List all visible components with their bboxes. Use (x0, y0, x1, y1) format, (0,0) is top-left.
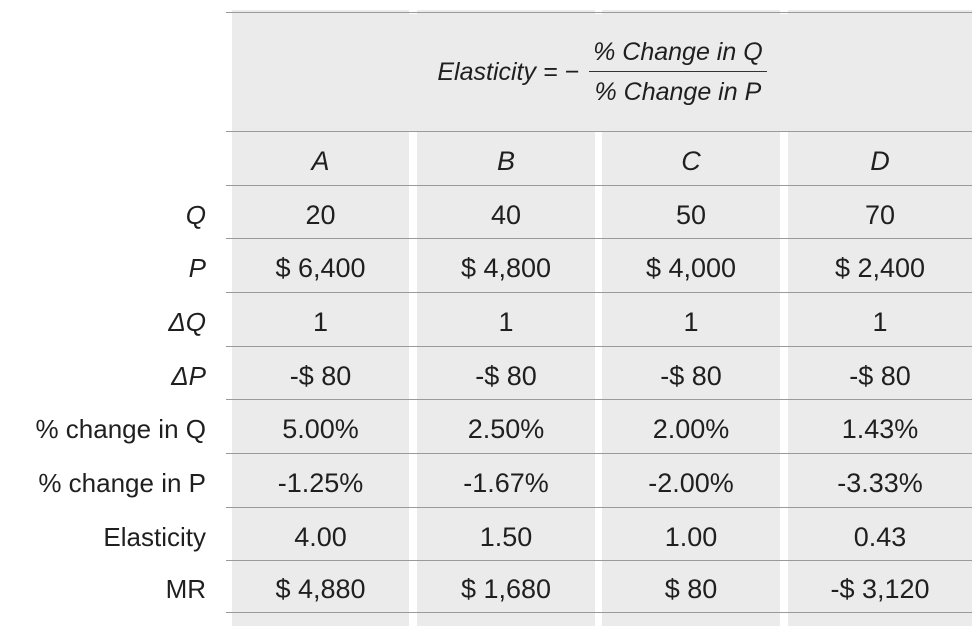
table-cell: -2.00% (648, 468, 734, 498)
table-rule (226, 399, 972, 400)
row-label: ΔP (171, 361, 206, 391)
table-row: ΔP -$ 80 -$ 80 -$ 80 -$ 80 (0, 350, 972, 403)
table-cell: 40 (490, 200, 522, 230)
table-row: Q 20 40 50 70 (0, 189, 972, 242)
column-header: C (681, 146, 701, 176)
table-cell: -$ 80 (849, 361, 911, 391)
table-rule (226, 12, 972, 13)
table-row: MR $ 4,880 $ 1,680 $ 80 -$ 3,120 (0, 563, 972, 616)
table-cell: 1 (498, 307, 514, 337)
table-rule (226, 612, 972, 613)
table-cell: 70 (864, 200, 896, 230)
table-cell: 0.43 (853, 522, 907, 552)
table-cell: $ 4,800 (460, 253, 552, 283)
table-row: P $ 6,400 $ 4,800 $ 4,000 $ 2,400 (0, 242, 972, 295)
table-cell: -$ 80 (660, 361, 722, 391)
formula-numerator: % Change in Q (589, 38, 767, 72)
table-cell: 2.50% (467, 414, 545, 444)
table-row: Elasticity 4.00 1.50 1.00 0.43 (0, 511, 972, 564)
column-header: A (311, 146, 330, 176)
table-rule (226, 292, 972, 293)
row-label: % change in Q (35, 414, 206, 444)
table-cell: $ 4,880 (275, 574, 366, 604)
table-rule (226, 185, 972, 186)
table-cell: 1.43% (841, 414, 919, 444)
elasticity-formula: Elasticity = − % Change in Q % Change in… (232, 14, 972, 131)
table-row: % change in Q 5.00% 2.50% 2.00% 1.43% (0, 403, 972, 456)
table-cell: $ 80 (664, 574, 718, 604)
table-cell: $ 1,680 (460, 574, 552, 604)
table-cell: 5.00% (282, 414, 359, 444)
row-label: ΔQ (168, 307, 206, 337)
formula-lhs: Elasticity = − (437, 58, 580, 86)
table-row: ΔQ 1 1 1 1 (0, 296, 972, 349)
table-cell: 4.00 (294, 522, 347, 552)
column-header-row: A B C D (0, 135, 972, 188)
row-label: Elasticity (103, 522, 206, 552)
table-rule (226, 507, 972, 508)
formula-fraction: % Change in Q % Change in P (589, 38, 767, 107)
table-cell: -$ 3,120 (830, 574, 930, 604)
table-cell: -1.25% (277, 468, 364, 498)
table-cell: -3.33% (837, 468, 923, 498)
table-cell: 20 (305, 200, 336, 230)
table-cell: 1 (683, 307, 699, 337)
table-rule (226, 346, 972, 347)
table-cell: 1 (872, 307, 888, 337)
table-cell: -$ 80 (289, 361, 352, 391)
row-label: Q (185, 200, 206, 230)
table-cell: $ 2,400 (834, 253, 926, 283)
table-cell: 1.50 (479, 522, 533, 552)
table-cell: -$ 80 (475, 361, 537, 391)
table-cell: 50 (675, 200, 707, 230)
column-header: D (870, 146, 890, 176)
table-rule (226, 131, 972, 132)
table-cell: $ 4,000 (645, 253, 737, 283)
formula-header-background (232, 14, 972, 131)
table-cell: -1.67% (463, 468, 549, 498)
row-label: MR (165, 574, 206, 604)
table-rule (226, 238, 972, 239)
table-cell: 1 (312, 307, 329, 337)
table-rule (226, 560, 972, 561)
table-cell: $ 6,400 (275, 253, 366, 283)
row-label: P (188, 253, 206, 283)
table-row: % change in P -1.25% -1.67% -2.00% -3.33… (0, 457, 972, 510)
table-cell: 1.00 (664, 522, 718, 552)
formula-denominator: % Change in P (594, 78, 762, 106)
column-header: B (496, 146, 515, 176)
row-label: % change in P (38, 468, 206, 498)
table-cell: 2.00% (652, 414, 730, 444)
table-rule (226, 453, 972, 454)
